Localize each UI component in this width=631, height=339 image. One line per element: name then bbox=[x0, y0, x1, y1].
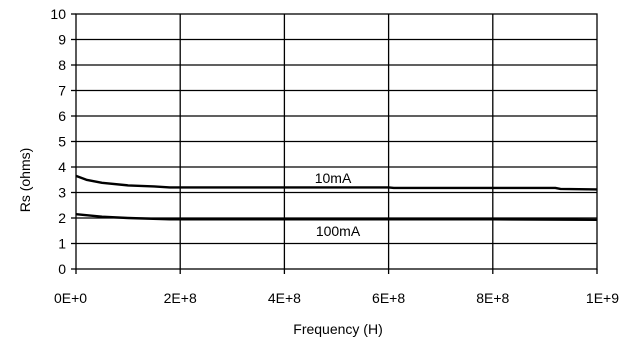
series-label-100ma: 100mA bbox=[316, 223, 361, 239]
series-line-10ma bbox=[75, 174, 598, 191]
x-axis-title: Frequency (H) bbox=[293, 321, 382, 337]
y-tick-label: 8 bbox=[58, 57, 66, 73]
plot-area-border bbox=[75, 13, 598, 270]
y-tick-label: 5 bbox=[58, 134, 66, 150]
y-tick-label: 2 bbox=[58, 210, 66, 226]
y-tick-label: 3 bbox=[58, 185, 66, 201]
plot-frame bbox=[71, 13, 598, 274]
gridlines bbox=[76, 14, 597, 269]
series-line-100ma bbox=[75, 213, 598, 221]
y-tick-label: 7 bbox=[58, 83, 66, 99]
x-tick-label: 8E+8 bbox=[476, 290, 509, 306]
y-tick-label: 9 bbox=[58, 32, 66, 48]
y-tick-label: 10 bbox=[50, 6, 66, 22]
y-axis-tick-labels: 0 1 2 3 4 5 6 7 8 9 10 bbox=[50, 6, 66, 277]
x-tick-label: 1E+9 bbox=[586, 290, 619, 306]
y-tick-label: 1 bbox=[58, 236, 66, 252]
x-tick-label: 2E+8 bbox=[164, 290, 197, 306]
y-axis-title: Rs (ohms) bbox=[17, 148, 33, 213]
y-tick-label: 6 bbox=[58, 108, 66, 124]
x-tick-label: 0E+0 bbox=[54, 290, 87, 306]
y-tick-label: 0 bbox=[58, 261, 66, 277]
series-lines bbox=[75, 174, 598, 221]
x-tick-label: 6E+8 bbox=[372, 290, 405, 306]
y-tick-label: 4 bbox=[58, 159, 66, 175]
x-tick-label: 4E+8 bbox=[268, 290, 301, 306]
series-labels: 10mA 100mA bbox=[315, 170, 361, 239]
x-axis-tick-labels: 0E+0 2E+8 4E+8 6E+8 8E+8 1E+9 bbox=[54, 290, 619, 306]
series-label-10ma: 10mA bbox=[315, 170, 352, 186]
